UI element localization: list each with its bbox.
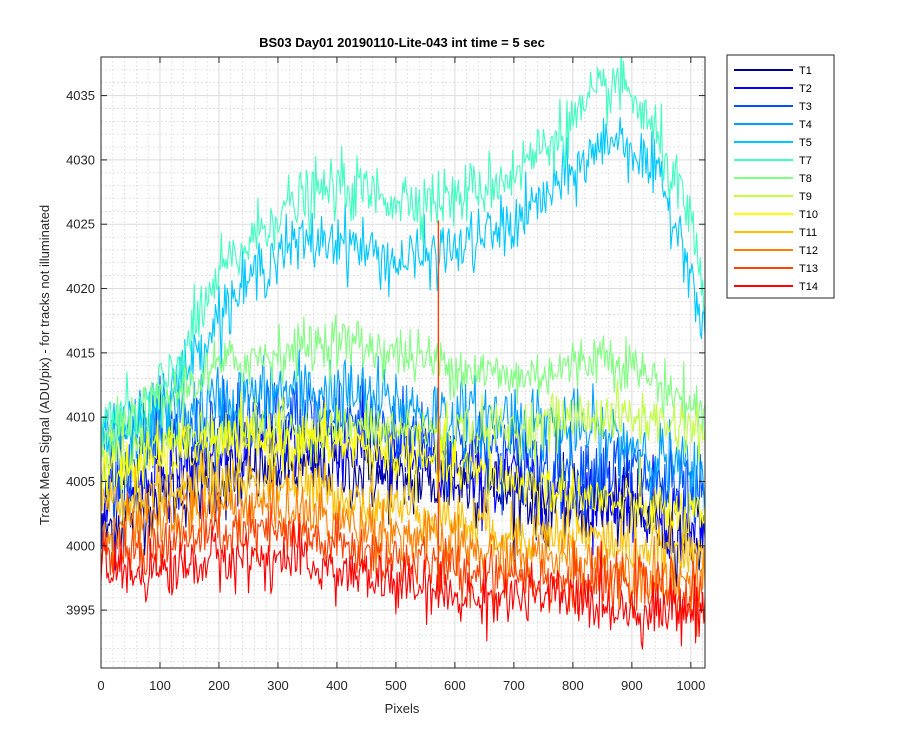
y-tick-label: 4005 xyxy=(66,474,95,489)
y-tick-label: 4035 xyxy=(66,88,95,103)
legend-label: T7 xyxy=(799,155,812,167)
x-tick-label: 1000 xyxy=(676,678,705,693)
x-axis-label: Pixels xyxy=(385,701,420,716)
y-tick-label: 4030 xyxy=(66,152,95,167)
legend-label: T3 xyxy=(799,101,812,113)
y-tick-label: 4000 xyxy=(66,538,95,553)
y-tick-label: 4020 xyxy=(66,281,95,296)
x-tick-label: 0 xyxy=(97,678,104,693)
legend-label: T11 xyxy=(799,227,817,239)
series-line-t7 xyxy=(101,57,705,458)
y-tick-label: 4010 xyxy=(66,410,95,425)
y-tick-label: 4025 xyxy=(66,217,95,232)
x-tick-label: 700 xyxy=(503,678,525,693)
chart-title: BS03 Day01 20190110-Lite-043 int time = … xyxy=(259,35,545,50)
x-tick-label: 600 xyxy=(444,678,466,693)
legend-label: T10 xyxy=(799,209,818,221)
y-tick-label: 4015 xyxy=(66,345,95,360)
legend-label: T4 xyxy=(799,119,812,131)
series-line-t5 xyxy=(101,116,705,464)
series-line-t8 xyxy=(101,314,705,461)
y-axis-ticks: 3995 4000 4005 4010 4015 4020 4025 4030 4035 xyxy=(66,88,705,618)
x-tick-label: 500 xyxy=(385,678,407,693)
y-axis-label: Track Mean Signal (ADU/pix) - for tracks… xyxy=(37,205,52,525)
series-lines xyxy=(101,57,705,650)
legend-box xyxy=(726,54,835,299)
x-tick-label: 200 xyxy=(208,678,230,693)
legend-label: T13 xyxy=(799,263,818,275)
legend: T1 T2 T3 T4 T5 T7 T8 T9 T10 T11 T12 T13 T14 xyxy=(726,54,835,299)
x-axis-ticks: 0 100 200 300 400 500 600 700 800 900 1000 xyxy=(97,57,705,693)
series-line-t14 xyxy=(101,521,705,650)
legend-label: T9 xyxy=(799,191,812,203)
plot-area-frame xyxy=(100,56,706,669)
x-tick-label: 100 xyxy=(149,678,171,693)
y-tick-label: 3995 xyxy=(66,603,95,618)
series-line-t10 xyxy=(101,390,705,544)
legend-label: T8 xyxy=(799,173,812,185)
legend-label: T5 xyxy=(799,137,812,149)
legend-label: T1 xyxy=(799,65,812,77)
x-tick-label: 400 xyxy=(326,678,348,693)
series-layer xyxy=(101,57,705,650)
x-tick-label: 900 xyxy=(621,678,643,693)
legend-label: T2 xyxy=(799,83,812,95)
series-line-t11 xyxy=(101,449,705,596)
legend-label: T12 xyxy=(799,245,818,257)
series-line-t9 xyxy=(101,379,705,498)
x-tick-label: 800 xyxy=(562,678,584,693)
x-tick-label: 300 xyxy=(267,678,289,693)
legend-label: T14 xyxy=(799,281,818,293)
